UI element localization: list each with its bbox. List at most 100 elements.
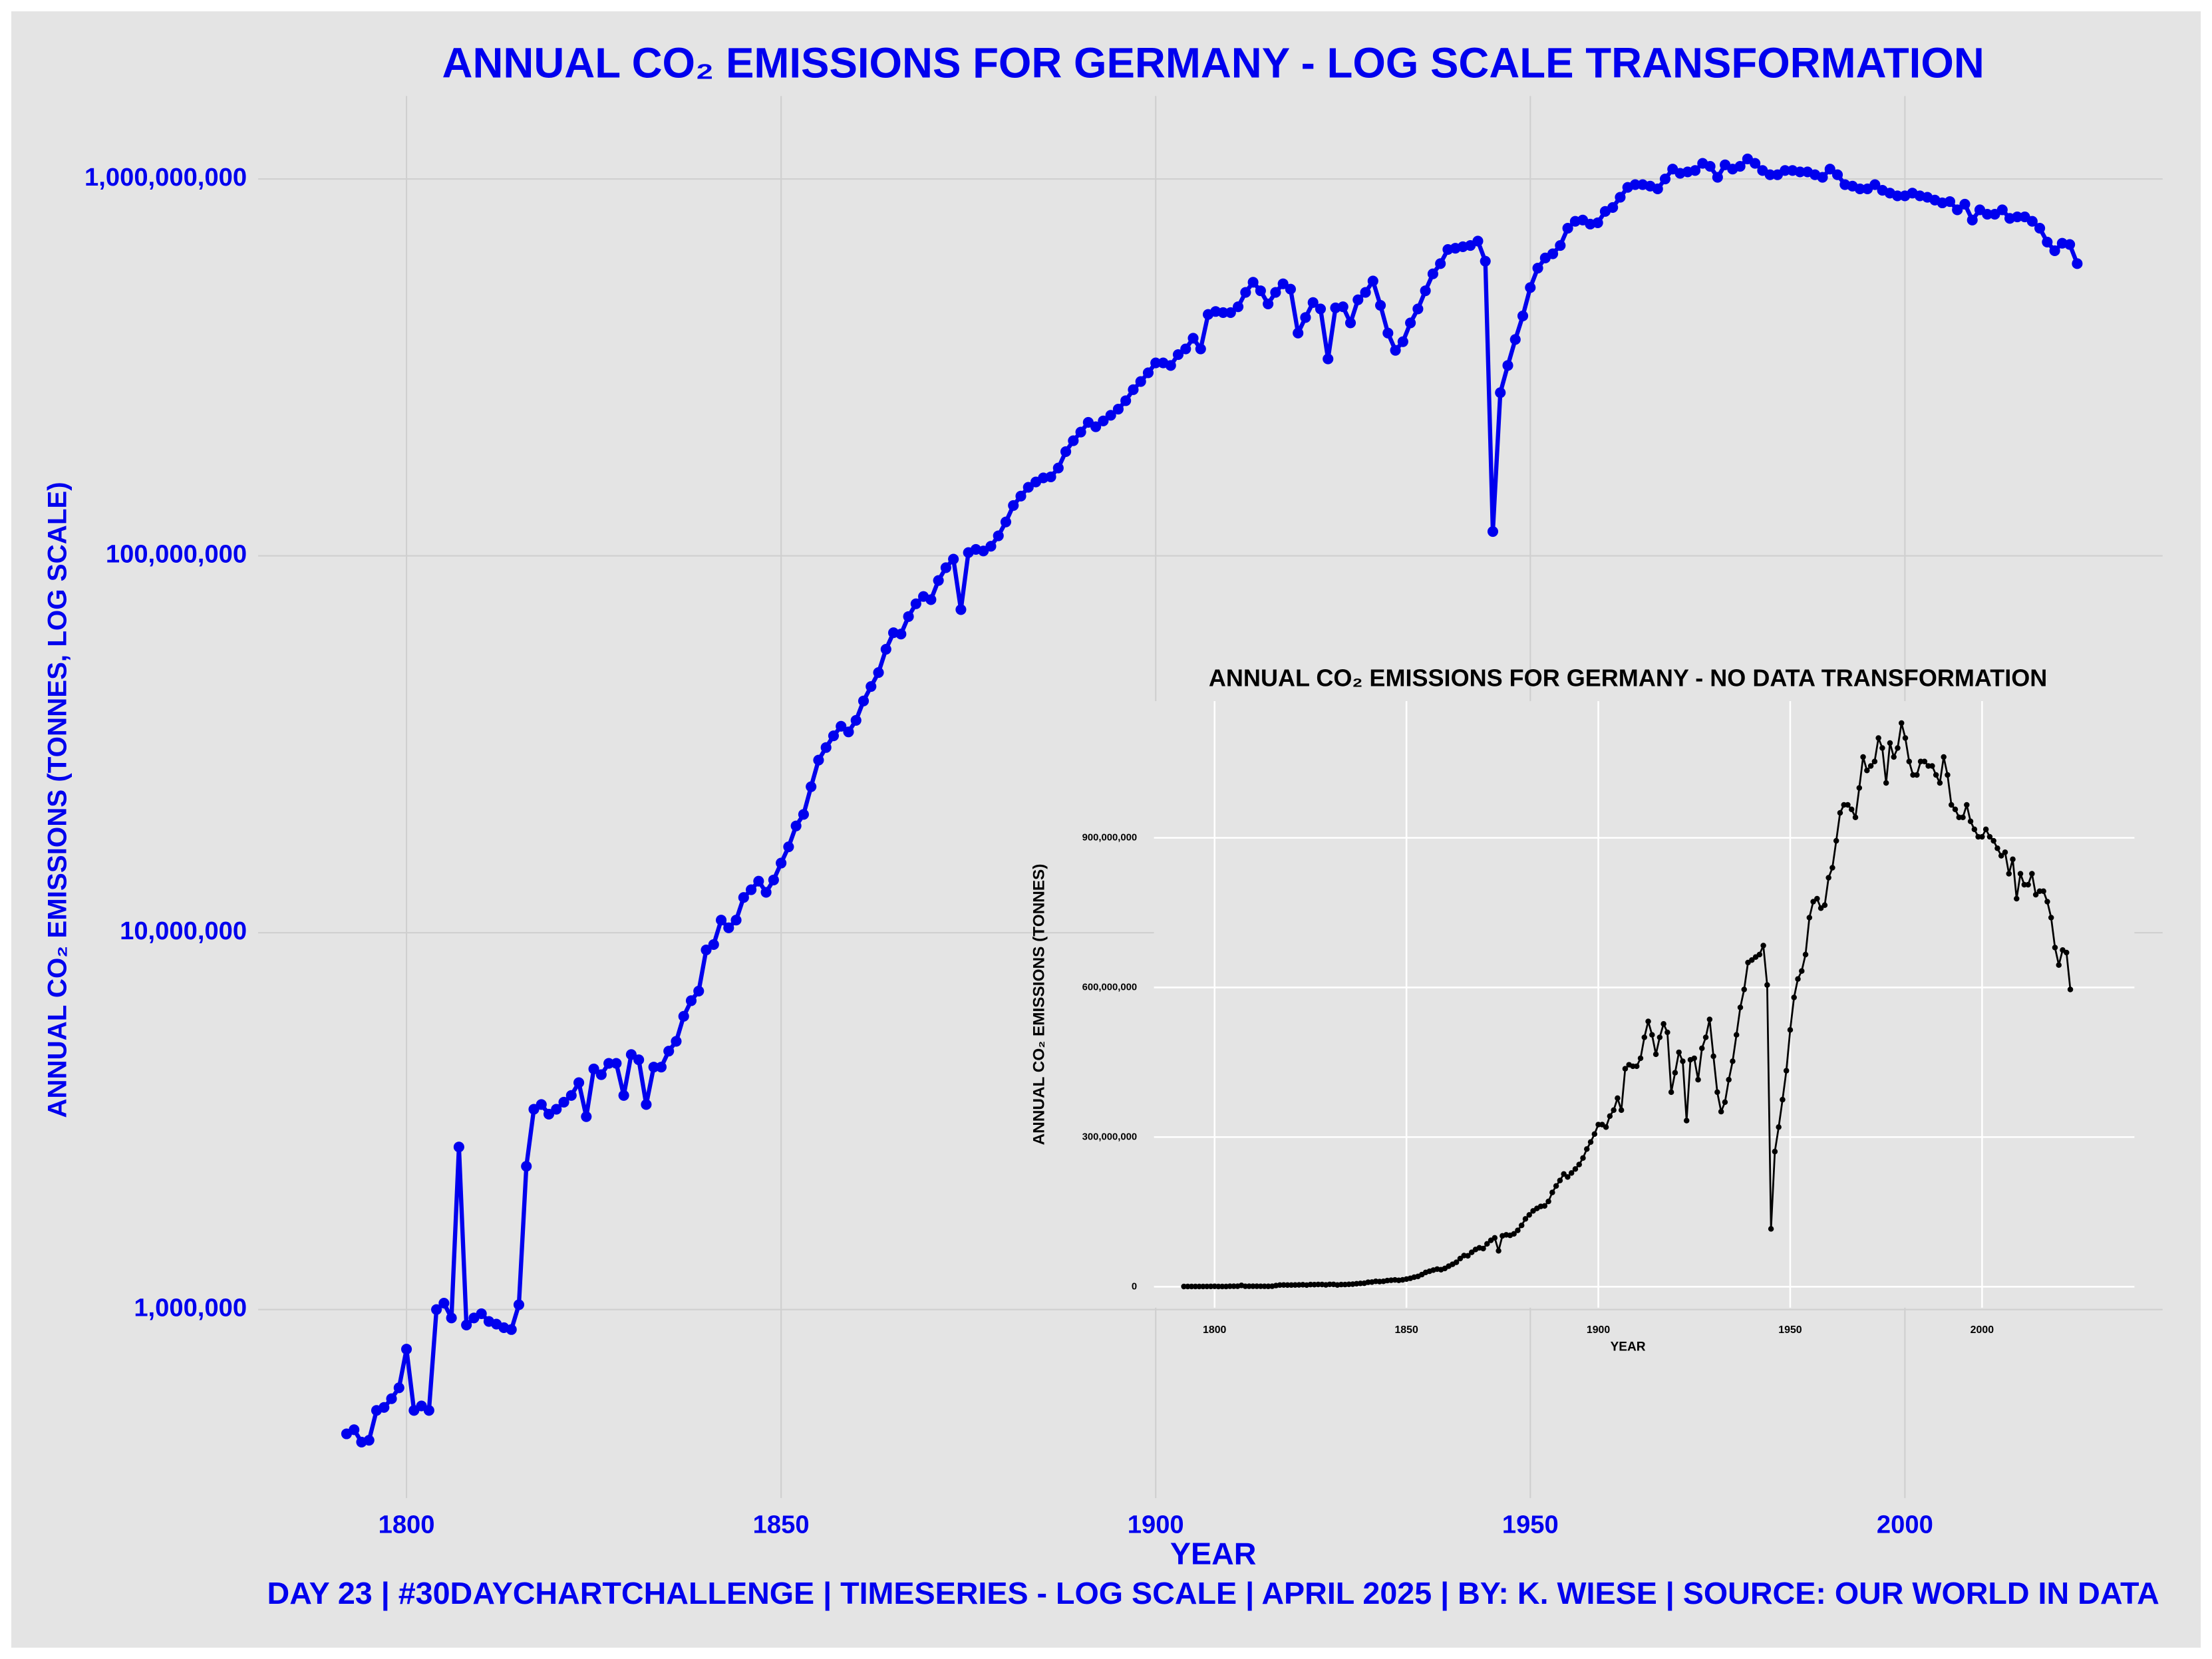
data-point [618, 1090, 629, 1101]
data-point [1098, 415, 1109, 426]
data-point [1945, 772, 1951, 778]
data-point [873, 667, 884, 679]
data-point [1247, 277, 1259, 288]
data-point [551, 1104, 562, 1115]
data-point [1706, 1016, 1713, 1022]
data-point [1787, 1026, 1794, 1033]
data-point [1526, 1212, 1532, 1218]
chart-title: ANNUAL CO₂ EMISSIONS FOR GERMANY - LOG S… [442, 40, 1984, 87]
data-point [693, 985, 705, 996]
data-point [1921, 758, 1928, 765]
data-point [1517, 310, 1529, 322]
data-point [1996, 204, 2008, 216]
data-point [1285, 283, 1296, 295]
data-point [1541, 1203, 1548, 1209]
data-point [1806, 915, 1813, 921]
data-point [1845, 802, 1851, 808]
data-point [1852, 814, 1859, 820]
data-point [798, 809, 809, 820]
data-point [1576, 1161, 1582, 1167]
data-point [2042, 236, 2053, 247]
data-point [1180, 343, 1191, 355]
data-point [1112, 404, 1124, 415]
data-point [708, 939, 719, 951]
data-point [1914, 772, 1920, 778]
data-point [880, 643, 891, 655]
data-point [1565, 1174, 1571, 1180]
data-point [1895, 745, 1901, 751]
data-point [1615, 192, 1626, 203]
data-point [2056, 962, 2062, 968]
data-point [1702, 1034, 1709, 1040]
data-point [1645, 1018, 1651, 1024]
data-point [1120, 395, 1132, 406]
data-point [1547, 248, 1559, 259]
data-point [1860, 754, 1866, 760]
data-point [940, 562, 951, 573]
data-point [1990, 837, 1996, 844]
data-point [1492, 1235, 1498, 1241]
caption: DAY 23 | #30DAYCHARTCHALLENGE | TIMESERI… [267, 1576, 2159, 1610]
data-point [400, 1344, 412, 1355]
data-point [1557, 1177, 1563, 1183]
data-point [1780, 1096, 1786, 1103]
data-point [1515, 1227, 1521, 1233]
data-point [1829, 865, 1835, 871]
data-point [2002, 849, 2008, 855]
data-point [2040, 888, 2046, 894]
data-point [1664, 1029, 1670, 1036]
data-point [1496, 1248, 1501, 1254]
data-point [1998, 853, 2004, 859]
data-point [1472, 235, 1484, 247]
data-point [1695, 1076, 1701, 1083]
data-point [1172, 349, 1184, 361]
data-point [603, 1058, 615, 1069]
data-point [1994, 845, 2000, 851]
data-point [1867, 763, 1874, 769]
x-tick-label: 2000 [1877, 1511, 1933, 1539]
data-point [685, 995, 697, 1006]
data-point [1776, 1124, 1782, 1130]
data-point [476, 1308, 487, 1319]
data-point [1944, 196, 1956, 208]
data-point [1967, 214, 1978, 226]
data-point [1502, 360, 1513, 371]
data-point [1023, 482, 1034, 493]
panel [1154, 701, 2135, 1308]
data-point [2025, 881, 2031, 888]
data-point [1689, 165, 1701, 176]
data-point [1293, 327, 1304, 339]
y-tick-label: 600,000,000 [1082, 982, 1137, 992]
data-point [866, 680, 877, 692]
data-point [1633, 1063, 1640, 1070]
data-point [1964, 802, 1970, 808]
x-tick-label: 1800 [379, 1511, 435, 1539]
data-point [1618, 1107, 1625, 1114]
data-point [1509, 334, 1521, 345]
data-point [1263, 298, 1274, 309]
data-point [1405, 317, 1416, 329]
data-point [1165, 360, 1176, 371]
data-point [2044, 899, 2050, 905]
x-axis-label: YEAR [1611, 1340, 1646, 1354]
data-point [1764, 982, 1770, 988]
data-point [1435, 258, 1446, 269]
data-point [1676, 1049, 1682, 1056]
data-point [1572, 1166, 1579, 1172]
data-point [1831, 169, 1843, 180]
data-point [349, 1424, 360, 1435]
data-point [423, 1405, 434, 1416]
data-point [1982, 826, 1989, 832]
data-point [393, 1382, 404, 1394]
data-point [2032, 891, 2039, 898]
x-tick-label: 1850 [1394, 1324, 1418, 1336]
data-point [671, 1036, 682, 1047]
data-point [1750, 158, 1761, 169]
data-point [843, 726, 854, 738]
data-point [1641, 1034, 1648, 1040]
data-point [1591, 1131, 1598, 1137]
data-point [1783, 1068, 1790, 1074]
data-point [1699, 1045, 1705, 1052]
data-point [453, 1141, 464, 1153]
data-point [633, 1054, 645, 1066]
